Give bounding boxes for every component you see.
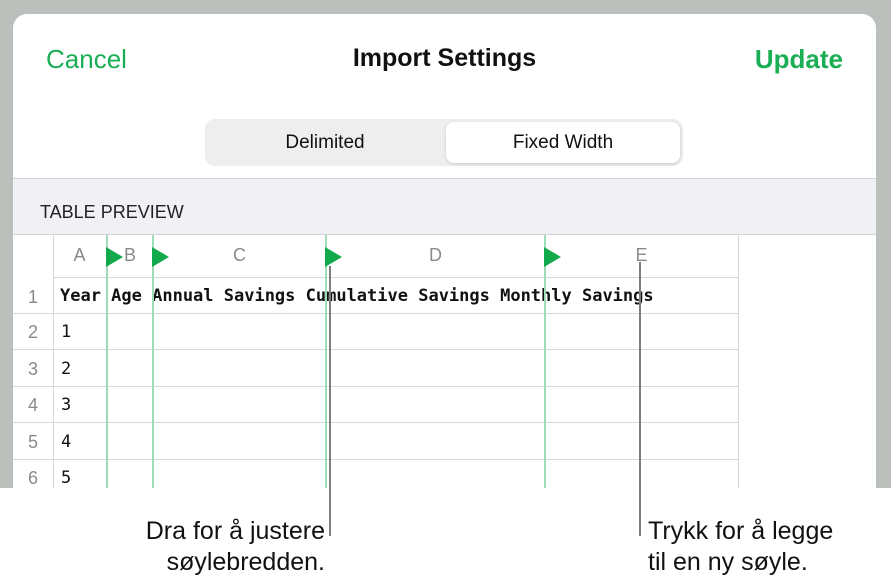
column-marker-handle-icon[interactable] bbox=[544, 247, 561, 267]
row-number: 2 bbox=[27, 322, 38, 342]
column-header-b[interactable]: B bbox=[123, 245, 136, 265]
row-number: 6 bbox=[27, 468, 38, 488]
cancel-button[interactable]: Cancel bbox=[46, 44, 127, 74]
callout-text: til en ny søyle. bbox=[648, 548, 808, 576]
segment-delimited[interactable]: Delimited bbox=[285, 132, 365, 153]
header-row-text: Year Age Annual Savings Cumulative Savin… bbox=[60, 286, 654, 306]
callout-text: Trykk for å legge bbox=[648, 517, 834, 545]
table-preview: A B C D E 1 2 3 4 5 6 Year Age Annual Sa… bbox=[13, 235, 739, 488]
column-guide bbox=[106, 235, 108, 488]
import-settings-sheet: Import Settings Cancel Update Delimited … bbox=[13, 14, 876, 488]
tap-callout: Trykk for å legge til en ny søyle. bbox=[648, 516, 833, 578]
column-guide bbox=[544, 235, 546, 488]
cell: 2 bbox=[61, 359, 72, 379]
column-guide bbox=[152, 235, 154, 488]
format-segmented-control: Delimited Fixed Width bbox=[205, 119, 683, 166]
column-header-c[interactable]: C bbox=[233, 245, 246, 265]
column-guide bbox=[325, 235, 327, 488]
callout-line bbox=[329, 266, 331, 536]
cell: 3 bbox=[61, 395, 72, 415]
table-preview-header: TABLE PREVIEW bbox=[13, 178, 876, 235]
callout-line bbox=[639, 262, 641, 536]
row-number: 5 bbox=[27, 432, 38, 452]
sheet-title: Import Settings bbox=[352, 44, 537, 72]
column-marker-handle-icon[interactable] bbox=[325, 247, 342, 267]
row-number: 4 bbox=[27, 395, 38, 415]
row-number: 3 bbox=[27, 359, 38, 379]
callout-text: Dra for å justere bbox=[145, 517, 325, 545]
column-header-d[interactable]: D bbox=[429, 245, 442, 265]
callout-text: søylebredden. bbox=[166, 548, 325, 576]
column-marker-handle-icon[interactable] bbox=[106, 247, 123, 267]
column-header-a[interactable]: A bbox=[73, 245, 86, 265]
cell: 1 bbox=[61, 322, 72, 342]
segment-fixed-width[interactable]: Fixed Width bbox=[446, 122, 680, 163]
column-header-e[interactable]: E bbox=[635, 245, 648, 265]
section-title: TABLE PREVIEW bbox=[40, 202, 184, 222]
row-number: 1 bbox=[27, 287, 38, 307]
update-button[interactable]: Update bbox=[754, 44, 843, 74]
cell: 4 bbox=[61, 432, 72, 452]
column-marker-handle-icon[interactable] bbox=[152, 247, 169, 267]
drag-callout: Dra for å justere søylebredden. bbox=[146, 516, 325, 578]
cell: 5 bbox=[61, 468, 72, 488]
